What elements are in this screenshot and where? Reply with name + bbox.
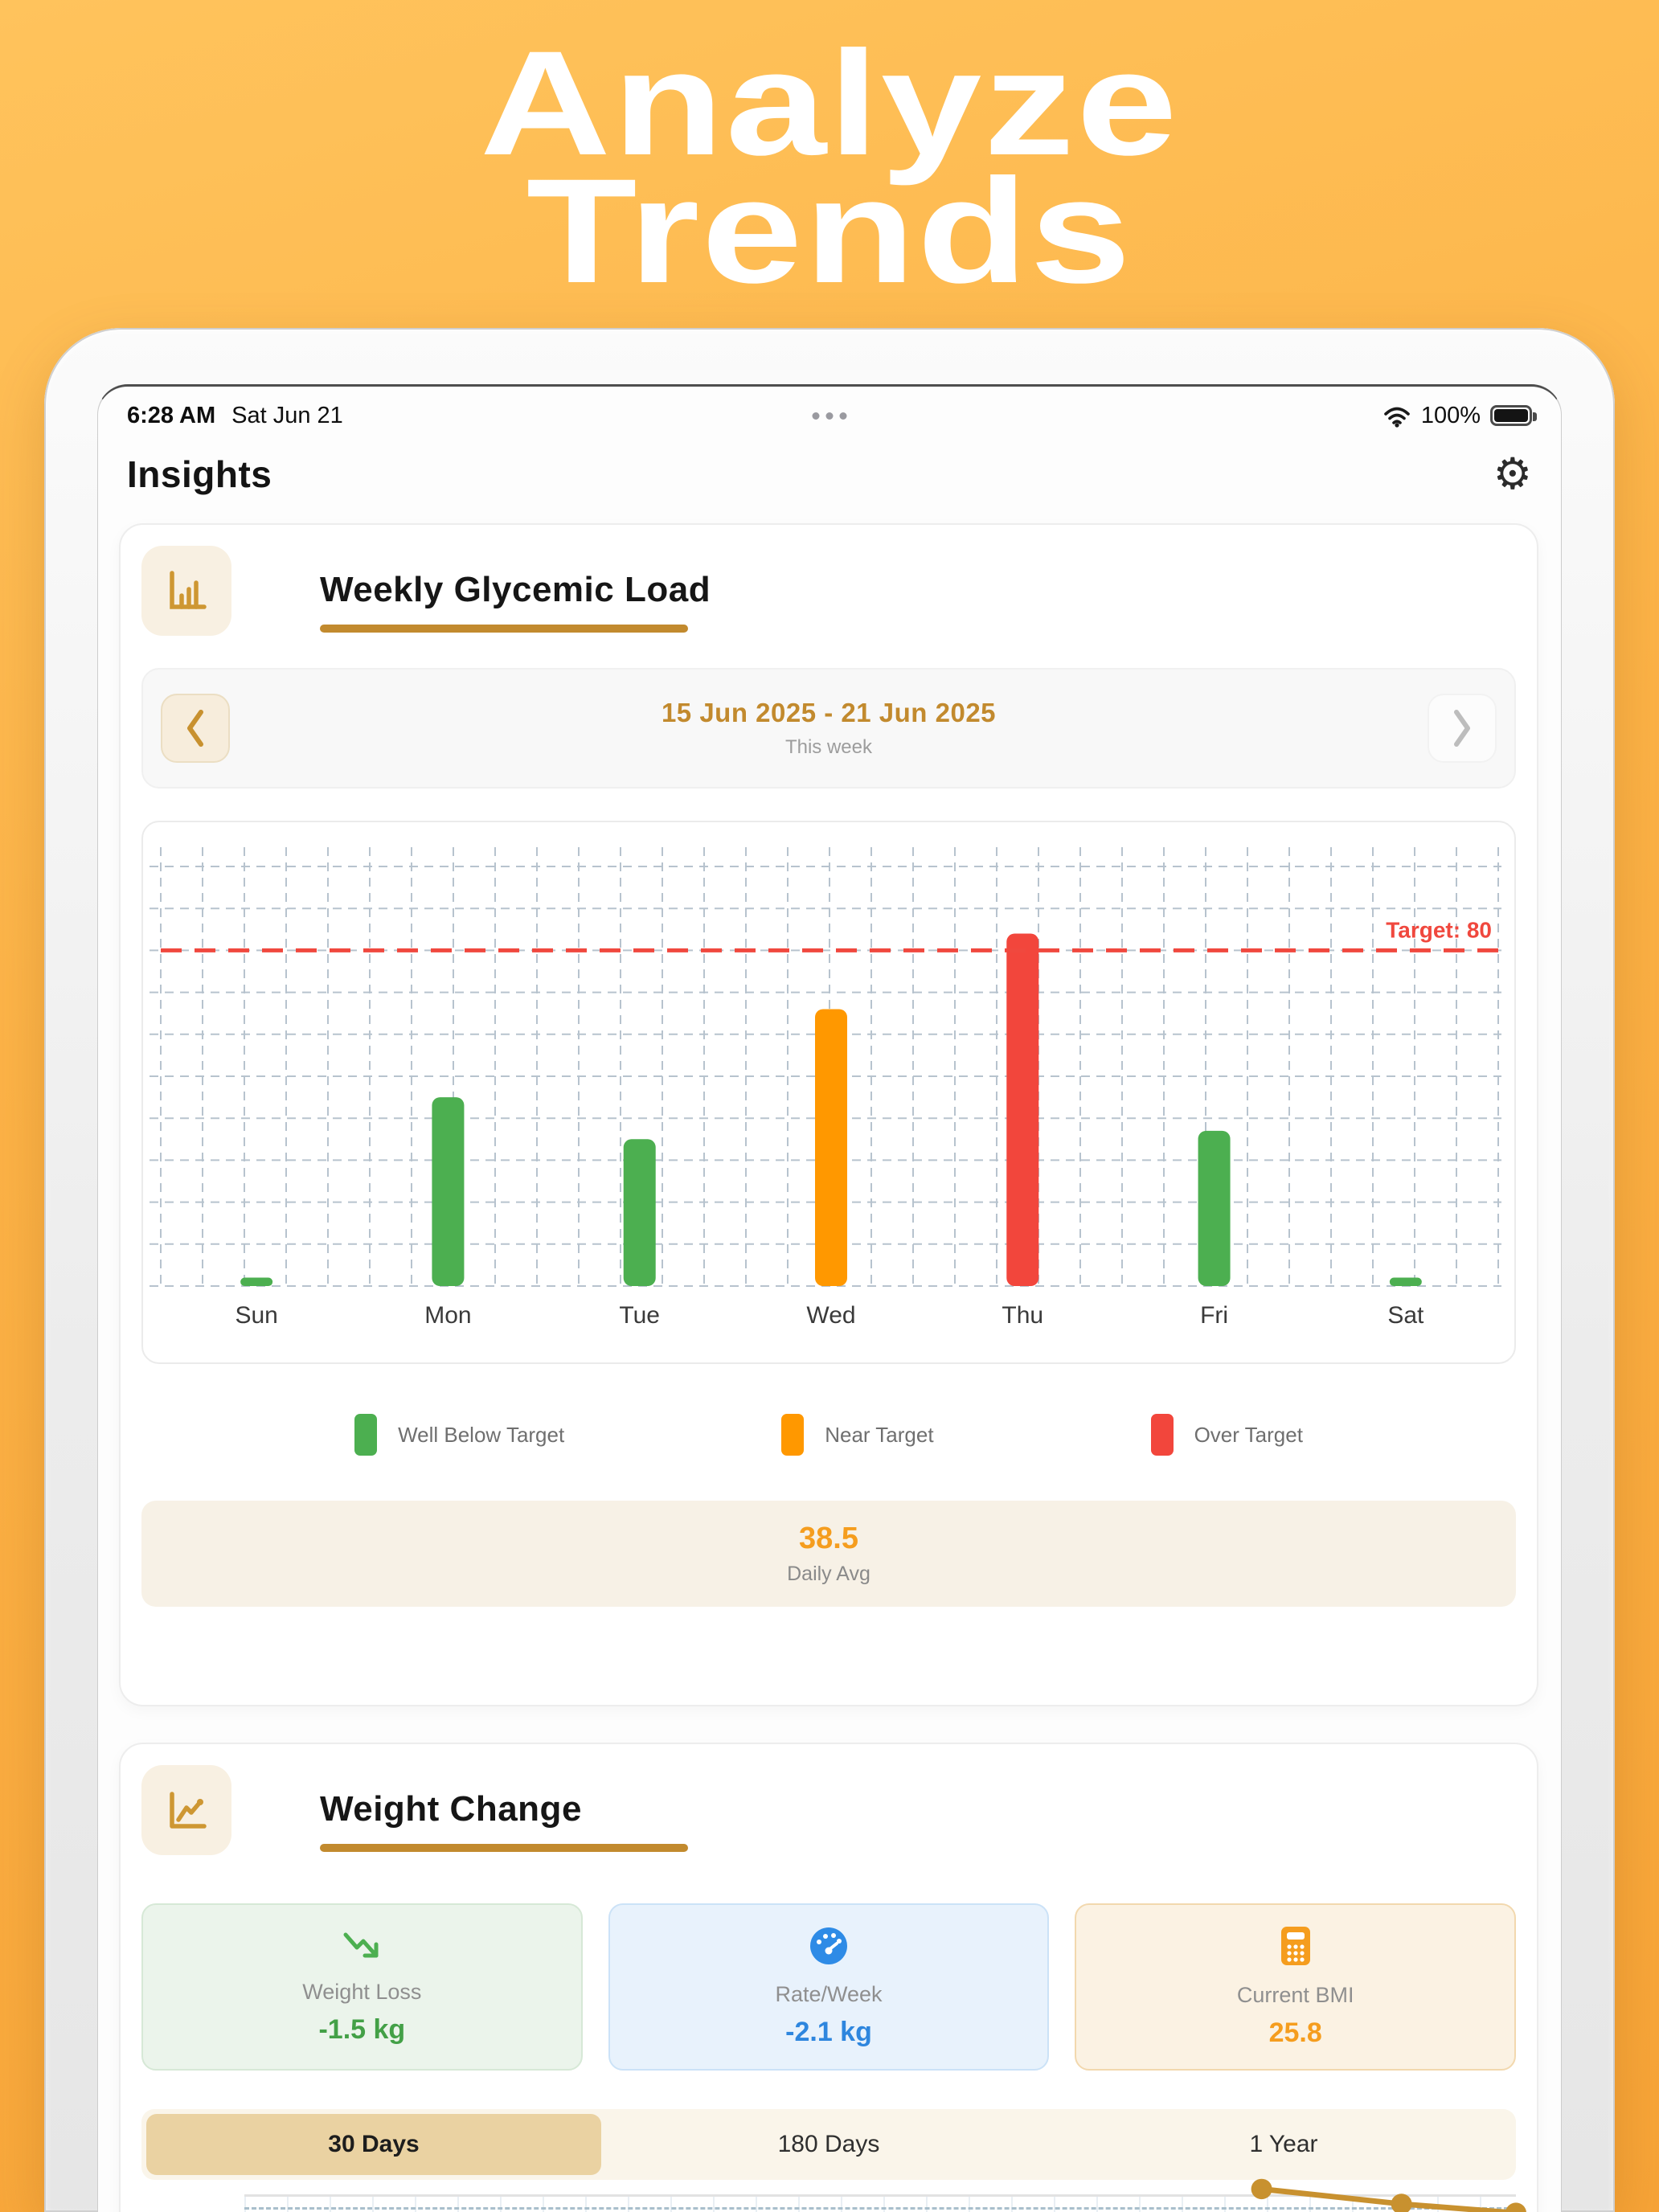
weight-line-chart: 82 [141, 2178, 1526, 2212]
glycemic-card-header: Weekly Glycemic Load [141, 546, 1516, 636]
battery-percent: 100% [1420, 402, 1481, 428]
gridline-82 [244, 2207, 1516, 2210]
weight-card-title: Weight Change [320, 1789, 582, 1829]
status-time: 6:28 AM [127, 402, 216, 428]
prev-week-button[interactable] [161, 694, 230, 763]
tab-1-year[interactable]: 1 Year [1249, 2131, 1318, 2157]
status-date: Sat Jun 21 [231, 402, 343, 428]
glycemic-card-title: Weekly Glycemic Load [320, 570, 711, 609]
trending-down-icon [343, 1932, 379, 1958]
hero-title-line1: Analyze [479, 21, 1180, 186]
stat-rate-week: Rate/Week -2.1 kg [608, 1903, 1050, 2071]
glycemic-load-card: Weekly Glycemic Load 15 Jun 2025 - 21 Ju… [119, 523, 1538, 1706]
weight-card-header: Weight Change [141, 1765, 1516, 1855]
tablet-device-frame: 6:28 AM Sat Jun 21 100% Insights [44, 328, 1615, 2212]
legend-item-near: Near Target [781, 1414, 934, 1456]
svg-text:Thu: Thu [1002, 1302, 1043, 1329]
legend-item-over: Over Target [1150, 1414, 1303, 1456]
svg-text:Tue: Tue [619, 1302, 660, 1329]
stat-weight-loss: Weight Loss -1.5 kg [141, 1903, 583, 2071]
line-chart-icon [141, 1765, 231, 1855]
svg-text:Target: 80: Target: 80 [1386, 917, 1492, 942]
title-underline [320, 1844, 688, 1852]
status-bar: 6:28 AM Sat Jun 21 100% [127, 399, 1537, 432]
gauge-icon [810, 1927, 847, 1964]
app-screen: 6:28 AM Sat Jun 21 100% Insights [97, 384, 1562, 2212]
svg-text:Mon: Mon [424, 1302, 471, 1329]
svg-text:Fri: Fri [1200, 1302, 1228, 1329]
stat-current-bmi: Current BMI 25.8 [1075, 1903, 1517, 2071]
week-range-sublabel: This week [784, 736, 873, 758]
hero-title: Analyze Trends [0, 21, 1659, 314]
calculator-icon [1280, 1927, 1310, 1965]
chart-legend: Well Below Target Near Target Over Targe… [141, 1414, 1516, 1456]
legend-item-well-below: Well Below Target [354, 1414, 564, 1456]
hero-title-line2: Trends [526, 149, 1133, 314]
daily-avg-label: Daily Avg [787, 1563, 870, 1585]
daily-avg-box: 38.5 Daily Avg [141, 1501, 1516, 1607]
weight-change-card: Weight Change Weight Loss -1.5 kg [119, 1743, 1538, 2212]
title-underline [320, 625, 688, 633]
svg-text:Wed: Wed [806, 1302, 855, 1329]
week-range: 15 Jun 2025 - 21 Jun 2025 This week [230, 698, 1428, 759]
y-axis-tick-82: 82 [146, 2209, 174, 2212]
tab-30-days[interactable]: 30 Days [146, 2114, 601, 2175]
weight-plot-area [244, 2178, 1526, 2212]
tab-180-days[interactable]: 180 Days [777, 2131, 880, 2157]
week-range-label: 15 Jun 2025 - 21 Jun 2025 [661, 698, 997, 727]
next-week-button[interactable] [1428, 694, 1497, 763]
svg-text:Sat: Sat [1387, 1302, 1424, 1329]
week-navigator: 15 Jun 2025 - 21 Jun 2025 This week [141, 668, 1516, 789]
bar-chart-icon [141, 546, 231, 636]
svg-text:Sun: Sun [235, 1302, 277, 1329]
app-header: Insights ⚙ [127, 446, 1532, 502]
glycemic-bar-chart: Sun Mon Tue Wed Thu Fri Sat Target: 80 [141, 821, 1516, 1364]
page-title: Insights [127, 453, 272, 495]
range-tabs: 30 Days 180 Days 1 Year [141, 2109, 1516, 2180]
gear-icon[interactable]: ⚙ [1493, 449, 1532, 499]
weight-stats-row: Weight Loss -1.5 kg Rate/Week -2.1 kg [141, 1903, 1517, 2071]
battery-icon [1490, 405, 1537, 426]
daily-avg-value: 38.5 [799, 1522, 858, 1555]
multitask-dots-icon [812, 412, 847, 420]
wifi-icon [1384, 407, 1410, 428]
